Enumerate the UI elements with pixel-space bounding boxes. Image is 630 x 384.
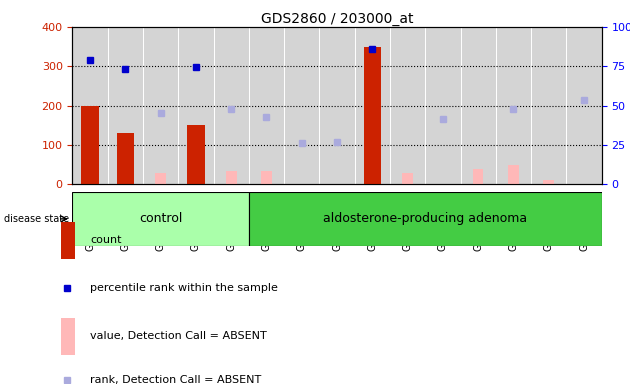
Bar bbox=[566, 27, 602, 184]
Text: disease state: disease state bbox=[4, 214, 69, 224]
Bar bbox=[473, 169, 483, 184]
Bar bbox=[355, 27, 390, 184]
Bar bbox=[508, 165, 518, 184]
Bar bbox=[60, 318, 75, 354]
Bar bbox=[249, 192, 602, 246]
Title: GDS2860 / 203000_at: GDS2860 / 203000_at bbox=[261, 12, 413, 26]
Bar bbox=[249, 27, 284, 184]
Bar bbox=[117, 133, 134, 184]
Bar bbox=[461, 27, 496, 184]
Text: rank, Detection Call = ABSENT: rank, Detection Call = ABSENT bbox=[90, 375, 261, 384]
Bar bbox=[178, 27, 214, 184]
Bar bbox=[425, 27, 461, 184]
Bar bbox=[544, 180, 554, 184]
Text: percentile rank within the sample: percentile rank within the sample bbox=[90, 283, 278, 293]
Bar bbox=[143, 27, 178, 184]
Bar bbox=[284, 27, 319, 184]
Bar bbox=[81, 106, 99, 184]
Bar bbox=[364, 46, 381, 184]
Bar bbox=[108, 27, 143, 184]
Bar bbox=[319, 27, 355, 184]
Bar bbox=[72, 192, 249, 246]
Bar bbox=[187, 125, 205, 184]
Bar bbox=[531, 27, 566, 184]
Text: count: count bbox=[90, 235, 122, 245]
Text: control: control bbox=[139, 212, 182, 225]
Text: aldosterone-producing adenoma: aldosterone-producing adenoma bbox=[323, 212, 527, 225]
Bar bbox=[60, 222, 75, 259]
Bar bbox=[72, 27, 108, 184]
Bar bbox=[261, 170, 272, 184]
Bar bbox=[156, 173, 166, 184]
Text: value, Detection Call = ABSENT: value, Detection Call = ABSENT bbox=[90, 331, 267, 341]
Bar bbox=[214, 27, 249, 184]
Bar bbox=[226, 170, 236, 184]
Bar bbox=[496, 27, 531, 184]
Bar bbox=[390, 27, 425, 184]
Bar bbox=[403, 173, 413, 184]
